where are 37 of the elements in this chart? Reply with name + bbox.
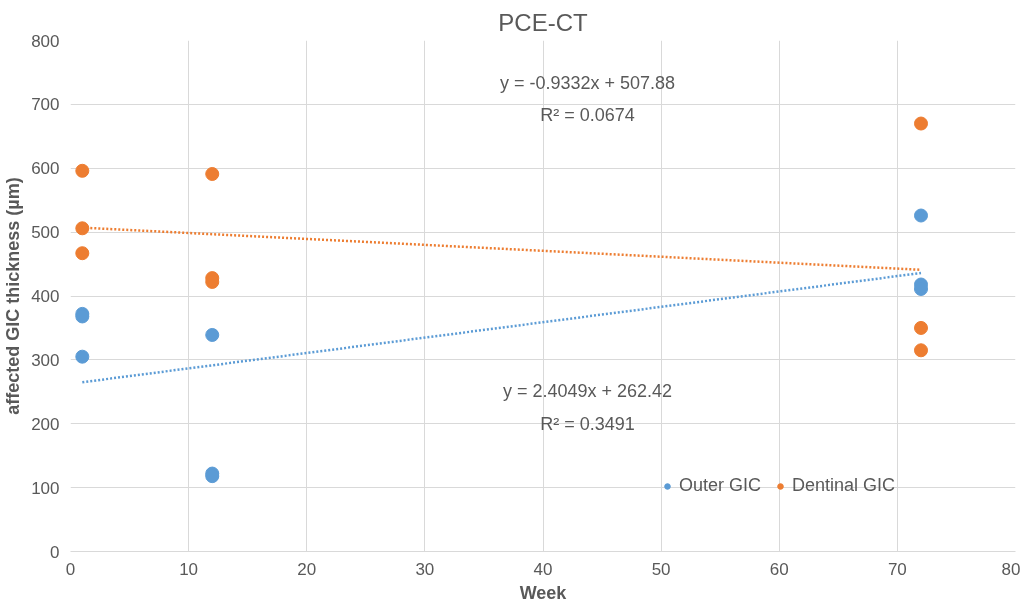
annotation: y = 2.4049x + 262.42 (502, 380, 673, 401)
point (914, 343, 928, 358)
legend-label: Dentinal GIC (792, 475, 896, 496)
annotation: R² = 0.0674 (540, 104, 635, 125)
point (914, 116, 928, 131)
annotation: y = -0.9332x + 507.88 (499, 72, 676, 93)
point (205, 327, 220, 342)
y-tick-label: 300 (31, 350, 60, 370)
x-tick-label: 10 (179, 559, 199, 579)
y-axis-title: affected GIC thickness (µm) (3, 177, 24, 415)
x-tick-label: 80 (1001, 559, 1021, 579)
x-tick-label: 40 (533, 559, 553, 579)
x-tick-label: 50 (651, 559, 671, 579)
x-tick-label: 20 (297, 559, 317, 579)
legend-label: Outer GIC (679, 475, 762, 496)
point (914, 208, 928, 223)
point (914, 320, 928, 335)
x-tick-label: 70 (887, 559, 907, 579)
point (75, 163, 90, 178)
point (75, 349, 90, 364)
y-tick-label: 700 (31, 95, 60, 115)
x-tick-label: 30 (415, 559, 435, 579)
y-tick-label: 800 (31, 31, 60, 51)
point (75, 221, 90, 236)
y-tick-label: 100 (31, 478, 60, 498)
x-tick-label: 60 (769, 559, 789, 579)
point (75, 246, 90, 261)
x-axis-title: Week (519, 582, 568, 603)
y-tick-label: 600 (31, 159, 60, 179)
y-tick-label: 500 (31, 223, 60, 243)
x-tick-label: 0 (65, 559, 76, 579)
chart-title: PCE-CT (498, 8, 589, 36)
annotation: R² = 0.3491 (540, 413, 635, 434)
y-tick-label: 200 (31, 414, 60, 434)
y-tick-label: 0 (50, 542, 60, 562)
point (205, 167, 220, 181)
y-tick-label: 400 (31, 287, 60, 306)
